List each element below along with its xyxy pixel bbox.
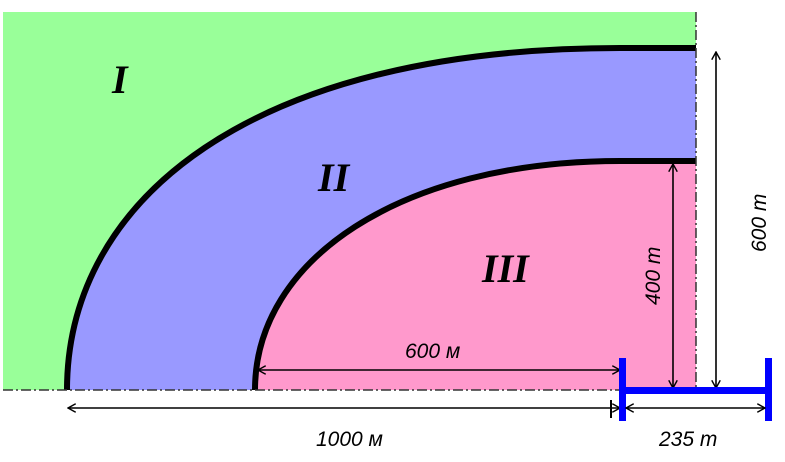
inner-height-label: 400 m [642, 247, 665, 305]
base-marker [619, 358, 772, 421]
zone-i-label: I [111, 57, 129, 102]
inner-boundary-line [252, 158, 696, 391]
zone-iii-label: III [481, 246, 530, 291]
zone-ii-label: II [317, 155, 351, 200]
zone-iii-area [255, 161, 696, 390]
outer-radius-label: 1000 м [316, 428, 383, 451]
outer-boundary-line [64, 45, 696, 391]
base-width-label: 235 m [658, 428, 717, 451]
outer-height-label: 600 m [748, 194, 771, 252]
inner-radius-label: 600 м [405, 340, 460, 363]
